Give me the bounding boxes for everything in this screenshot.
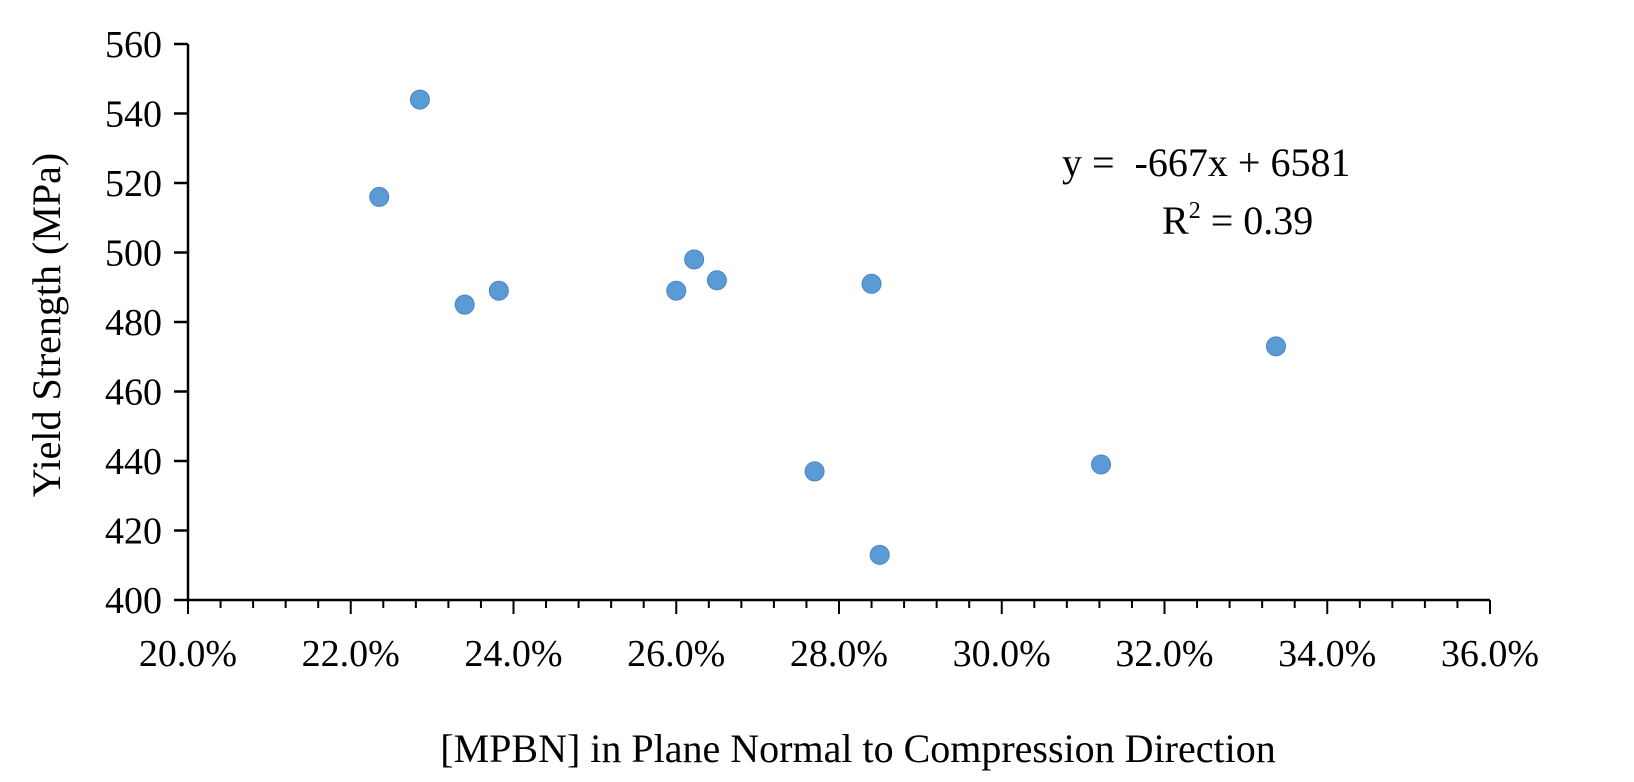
x-tick-label: 30.0% — [953, 633, 1051, 675]
y-tick-label: 420 — [105, 511, 162, 553]
x-tick-label: 24.0% — [464, 633, 562, 675]
trendline-equation: y = -667x + 6581 — [1062, 140, 1350, 185]
r-squared-label: R2 = 0.39 — [1162, 198, 1313, 243]
data-points — [369, 89, 1286, 565]
x-tick-label: 34.0% — [1278, 633, 1376, 675]
data-point — [409, 89, 430, 110]
y-tick-label: 540 — [105, 94, 162, 136]
data-point — [684, 249, 705, 270]
y-tick-label: 460 — [105, 372, 162, 414]
x-tick-label: 32.0% — [1115, 633, 1213, 675]
data-point — [666, 280, 687, 301]
y-axis: 400 420 440 460 480 500 520 540 560 — [105, 24, 190, 622]
data-point — [861, 273, 882, 294]
data-point — [454, 294, 475, 315]
data-point — [804, 461, 825, 482]
r-squared-exponent: 2 — [1189, 198, 1201, 224]
x-tick-label: 22.0% — [302, 633, 400, 675]
y-tick-label: 400 — [105, 580, 162, 622]
y-tick-label: 500 — [105, 233, 162, 275]
x-axis-title: [MPBN] in Plane Normal to Compression Di… — [440, 726, 1275, 771]
y-tick-label: 480 — [105, 302, 162, 344]
data-point — [369, 186, 390, 207]
x-tick-label: 20.0% — [139, 633, 237, 675]
data-point — [1265, 336, 1286, 357]
x-tick-label: 28.0% — [790, 633, 888, 675]
y-tick-label: 520 — [105, 163, 162, 205]
data-point — [706, 270, 727, 291]
r-squared-prefix: R — [1162, 198, 1189, 243]
y-tick-label: 560 — [105, 24, 162, 66]
x-tick-label: 36.0% — [1441, 633, 1539, 675]
r-squared-value: = 0.39 — [1201, 198, 1314, 243]
data-point — [869, 544, 890, 565]
y-axis-title: Yield Strength (MPa) — [24, 153, 69, 497]
x-tick-label: 26.0% — [627, 633, 725, 675]
data-point — [1091, 454, 1112, 475]
y-tick-label: 440 — [105, 441, 162, 483]
x-axis: 20.0% 22.0% 24.0% 26.0% 28.0% 30.0% 32.0% 34.0%… — [139, 598, 1539, 675]
data-point — [488, 280, 509, 301]
